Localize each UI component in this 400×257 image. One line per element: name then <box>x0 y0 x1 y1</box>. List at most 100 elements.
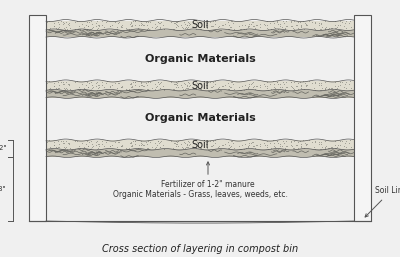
Point <box>116 140 122 144</box>
Point <box>54 145 61 149</box>
Point <box>288 80 294 85</box>
Point <box>184 142 190 146</box>
Point <box>271 85 277 89</box>
Point <box>219 84 226 88</box>
Point <box>270 19 276 23</box>
Point <box>322 139 328 143</box>
Point <box>187 82 193 87</box>
Point <box>230 26 237 31</box>
Point <box>226 87 232 91</box>
Point <box>239 143 245 147</box>
Point <box>138 142 144 146</box>
Text: Fertilizer of 1-2" manure: Fertilizer of 1-2" manure <box>161 162 255 189</box>
Point <box>210 84 216 88</box>
Point <box>270 79 276 83</box>
Point <box>228 139 235 143</box>
Point <box>88 139 95 143</box>
Point <box>60 20 66 24</box>
Point <box>290 26 296 30</box>
Point <box>109 143 115 147</box>
Point <box>342 81 348 86</box>
Point <box>96 23 102 27</box>
Point <box>226 146 232 150</box>
Point <box>346 21 352 25</box>
Point <box>154 139 161 143</box>
Point <box>264 86 270 90</box>
Point <box>298 144 304 149</box>
Point <box>304 23 310 27</box>
Point <box>138 23 144 27</box>
Point <box>66 82 72 86</box>
Point <box>107 144 113 148</box>
Point <box>154 84 160 88</box>
Point <box>298 23 304 27</box>
Point <box>174 23 181 27</box>
Point <box>60 22 66 26</box>
Point <box>160 146 167 151</box>
Point <box>230 87 237 91</box>
Point <box>173 20 180 24</box>
Point <box>204 80 211 84</box>
Point <box>293 143 299 147</box>
Point <box>186 140 192 144</box>
Point <box>226 23 233 27</box>
Point <box>85 144 91 148</box>
Point <box>174 83 181 87</box>
Point <box>312 88 318 92</box>
Point <box>329 145 335 149</box>
Point <box>192 87 199 91</box>
Point <box>187 142 193 146</box>
Point <box>227 25 233 29</box>
Point <box>62 139 69 143</box>
Point <box>179 144 185 149</box>
Point <box>127 82 133 86</box>
Point <box>86 81 92 85</box>
Point <box>84 80 90 84</box>
Point <box>158 80 164 84</box>
Point <box>333 87 340 91</box>
Point <box>294 87 301 91</box>
Point <box>76 146 83 150</box>
Point <box>219 23 226 27</box>
Point <box>250 80 256 85</box>
Point <box>336 23 343 27</box>
Point <box>116 20 122 24</box>
Point <box>127 22 133 26</box>
Point <box>54 146 60 150</box>
Point <box>101 24 108 29</box>
Point <box>72 147 78 151</box>
Point <box>74 139 80 143</box>
Point <box>136 143 142 147</box>
Point <box>152 82 158 86</box>
Point <box>126 146 132 150</box>
Point <box>94 26 101 30</box>
Point <box>214 86 221 90</box>
Point <box>300 146 307 150</box>
Point <box>128 141 135 145</box>
Point <box>323 24 329 29</box>
Point <box>94 80 100 84</box>
Point <box>160 84 166 88</box>
Point <box>47 145 53 149</box>
Point <box>145 20 152 24</box>
Point <box>203 83 210 87</box>
Point <box>335 84 341 88</box>
Point <box>325 87 332 91</box>
Point <box>332 19 338 23</box>
Point <box>204 86 210 90</box>
Point <box>172 141 178 145</box>
Point <box>294 26 301 30</box>
Point <box>272 26 278 30</box>
Point <box>54 20 61 24</box>
Point <box>204 139 211 143</box>
Point <box>253 23 259 27</box>
Point <box>141 23 147 27</box>
Point <box>275 82 281 86</box>
Point <box>67 87 73 91</box>
Point <box>246 24 252 28</box>
Point <box>85 85 91 89</box>
Point <box>63 25 70 29</box>
Point <box>311 26 317 30</box>
Point <box>72 27 78 31</box>
Point <box>201 140 207 144</box>
